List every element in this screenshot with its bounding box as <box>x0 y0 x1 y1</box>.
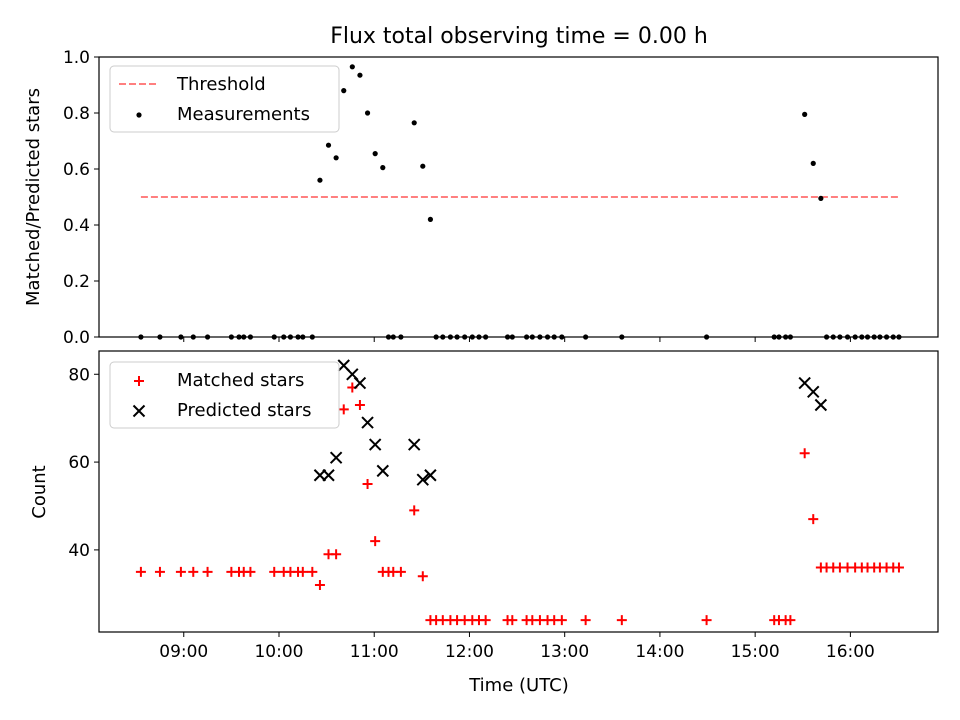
measurement-point <box>810 160 816 166</box>
measurement-point <box>411 120 417 126</box>
legend-predicted-label: Predicted stars <box>177 400 311 421</box>
measurement-point <box>317 177 323 183</box>
predicted-star-point <box>814 398 828 412</box>
matched-star-point <box>154 566 165 577</box>
bottom-legend-box <box>109 361 340 429</box>
predicted-star-point <box>329 451 343 464</box>
chart-title: Flux total observing time = 0.00 h <box>330 24 708 49</box>
matched-star-point <box>135 566 146 577</box>
matched-star-point <box>307 566 318 577</box>
top-x-axis <box>183 337 851 342</box>
top-legend-box <box>109 65 340 133</box>
top-y-tick-label: 0.6 <box>63 160 90 180</box>
x-tick-label: 12:00 <box>445 642 494 662</box>
matched-star-point <box>354 400 365 411</box>
matched-star-point <box>245 566 256 577</box>
matched-star-point <box>331 549 342 560</box>
x-tick-label: 14:00 <box>635 642 684 662</box>
matched-star-point <box>395 566 406 577</box>
predicted-star-point <box>361 416 374 429</box>
legend-threshold-label: Threshold <box>176 74 266 95</box>
x-tick-label: 10:00 <box>254 642 303 662</box>
measurement-point <box>380 165 386 171</box>
measurement-point <box>349 64 355 70</box>
matched-star-point <box>785 615 796 626</box>
predicted-star-point <box>376 464 390 478</box>
matched-star-point <box>507 615 518 626</box>
matched-star-point <box>799 448 810 459</box>
bottom-y-tick-label: 40 <box>68 541 90 561</box>
legend-matched-swatch <box>134 376 144 386</box>
top-axes-frame <box>98 56 939 338</box>
x-tick-label: 13:00 <box>540 642 589 662</box>
matched-star-point <box>338 404 349 415</box>
matched-star-point <box>480 615 491 626</box>
measurement-point <box>341 88 347 94</box>
matched-star-point <box>297 566 308 577</box>
predicted-star-point <box>416 473 429 486</box>
x-tick-label: 09:00 <box>159 642 208 662</box>
matched-star-point <box>362 479 373 490</box>
matched-star-point <box>370 536 381 547</box>
matched-star-point <box>417 571 428 582</box>
measurement-point <box>818 195 824 201</box>
matched-star-point <box>175 566 186 577</box>
x-axis-label: Time (UTC) <box>468 675 569 696</box>
legend-measurements-label: Measurements <box>177 104 310 125</box>
top-y-tick-label: 0.4 <box>63 216 90 236</box>
legend-measurements-swatch <box>136 112 142 118</box>
measurement-point <box>427 216 434 222</box>
bottom-y-axis-label: Count <box>29 465 50 518</box>
matched-star-point <box>314 580 325 591</box>
matched-star-point <box>556 615 567 626</box>
measurement-point <box>420 163 426 169</box>
top-y-tick-label: 0.8 <box>63 104 90 124</box>
x-tick-label: 16:00 <box>826 642 875 662</box>
matched-star-point <box>580 615 591 626</box>
predicted-star-point <box>424 469 437 482</box>
measurement-point <box>325 142 332 148</box>
predicted-star-point <box>368 438 382 451</box>
matched-star-point <box>269 566 280 577</box>
measurement-point <box>333 155 339 161</box>
bottom-y-axis: 40 60 80 <box>68 365 99 561</box>
top-y-tick-label: 0.0 <box>63 328 90 348</box>
top-panel: 0.0 0.2 0.4 0.6 0.8 1.0 Matched/Predicted sta… <box>23 48 939 348</box>
measurement-point <box>372 151 378 157</box>
matched-star-point <box>616 615 627 626</box>
top-y-axis: 0.0 0.2 0.4 0.6 0.8 1.0 <box>63 48 99 348</box>
predicted-star-point <box>353 376 367 390</box>
top-y-axis-label: Matched/Predicted stars <box>23 88 44 306</box>
predicted-star-point <box>322 469 335 482</box>
bottom-legend: Matched stars Predicted stars <box>109 361 340 429</box>
bottom-x-axis: 09:00 10:00 11:00 12:00 13:00 14:00 15:00 16:00 <box>159 632 875 662</box>
measurement-point <box>364 110 371 116</box>
bottom-plot-area <box>135 359 904 626</box>
matched-star-point <box>893 562 904 573</box>
predicted-star-point <box>408 438 421 451</box>
top-legend: Threshold Measurements <box>109 65 340 133</box>
measurement-point <box>802 111 808 117</box>
bottom-panel: 40 60 80 09:00 10:00 11:00 12:00 13:00 14:00 15:… <box>29 350 939 696</box>
top-y-tick-label: 0.2 <box>63 272 90 292</box>
matched-star-point <box>188 566 199 577</box>
bottom-y-tick-label: 80 <box>68 365 90 385</box>
legend-matched-label: Matched stars <box>177 370 304 391</box>
x-tick-label: 11:00 <box>350 642 399 662</box>
matched-star-point <box>808 514 819 525</box>
predicted-star-point <box>807 385 820 399</box>
x-tick-label: 15:00 <box>731 642 780 662</box>
matched-star-point <box>409 505 420 516</box>
bottom-axes-frame <box>98 350 939 633</box>
bottom-y-tick-label: 60 <box>68 453 90 473</box>
legend-predicted-swatch <box>132 404 146 418</box>
matched-star-point <box>701 615 712 626</box>
top-y-tick-label: 1.0 <box>63 48 90 68</box>
measurement-point <box>357 72 363 78</box>
matched-star-point <box>202 566 213 577</box>
